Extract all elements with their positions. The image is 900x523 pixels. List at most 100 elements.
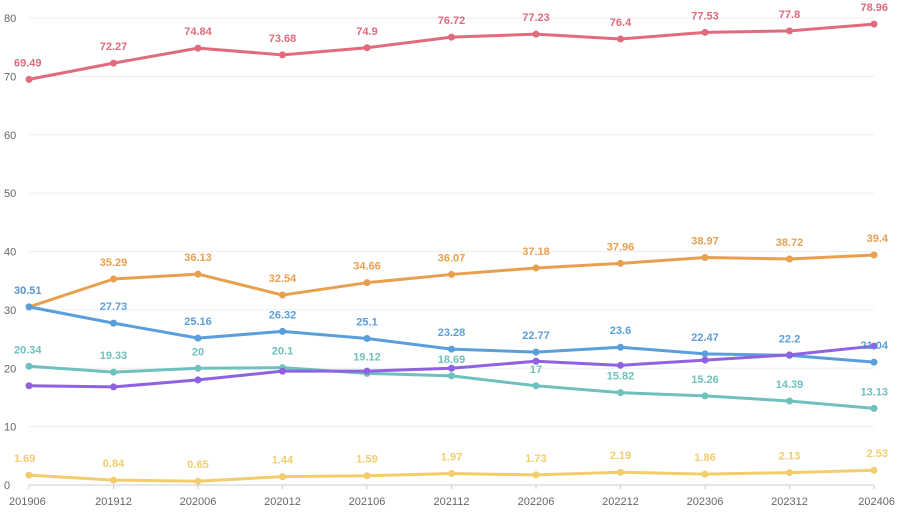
data-point (363, 334, 371, 342)
data-label: 21.04 (860, 340, 888, 352)
data-label: 36.07 (438, 252, 466, 264)
data-label: 14.39 (776, 379, 804, 391)
data-point (870, 251, 878, 259)
data-point (363, 472, 371, 480)
data-label: 23.6 (610, 325, 631, 337)
data-label: 77.53 (691, 10, 719, 22)
data-label: 20 (192, 346, 204, 358)
y-tick-label: 70 (4, 71, 16, 83)
data-label: 20.1 (272, 346, 293, 358)
x-tick-label: 201912 (95, 496, 132, 508)
data-point (448, 270, 455, 278)
y-tick-label: 30 (4, 305, 16, 317)
y-tick-label: 60 (4, 130, 16, 142)
data-label: 1.69 (14, 453, 35, 465)
data-point (617, 259, 624, 267)
data-point (532, 471, 540, 479)
data-label: 19.12 (353, 351, 381, 363)
data-point (279, 51, 286, 59)
data-point (870, 20, 878, 28)
data-point (701, 350, 709, 358)
data-point (194, 270, 202, 278)
data-label: 2.19 (610, 450, 631, 462)
data-label: 1.86 (694, 452, 715, 464)
y-tick-label: 10 (4, 422, 16, 434)
data-point (110, 476, 117, 484)
data-point (786, 469, 793, 477)
data-point (110, 368, 117, 376)
y-tick-label: 40 (4, 247, 16, 259)
data-point (701, 254, 709, 262)
series-line-1 (27, 22, 876, 81)
data-label: 2.53 (867, 448, 888, 460)
data-point (25, 303, 33, 311)
data-label: 1.97 (441, 452, 462, 464)
data-point (279, 473, 286, 481)
data-point (617, 35, 624, 43)
x-tick-label: 202106 (349, 496, 386, 508)
data-point (110, 383, 117, 391)
data-point (617, 361, 624, 369)
y-tick-label: 20 (4, 363, 16, 375)
data-point (194, 364, 202, 372)
data-point (701, 470, 709, 478)
data-labels: 69.49 72.27 74.84 73.68 74.9 76.72 77.23 76.4 77… (14, 2, 889, 471)
data-label: 19.33 (100, 350, 128, 362)
data-point (194, 477, 202, 485)
data-point (110, 319, 117, 327)
data-label: 74.9 (356, 26, 377, 38)
data-label: 25.1 (356, 316, 377, 328)
data-label: 39.4 (867, 233, 889, 245)
data-label: 76.72 (438, 15, 466, 27)
x-tick-label: 202206 (518, 496, 555, 508)
data-label: 22.77 (522, 330, 550, 342)
data-point (448, 372, 455, 380)
data-label: 38.72 (776, 237, 804, 249)
data-point (532, 348, 540, 356)
y-tick-label: 80 (4, 13, 16, 25)
data-point (617, 343, 624, 351)
data-label: 22.2 (779, 333, 800, 345)
data-label: 15.26 (691, 374, 719, 386)
data-label: 25.16 (184, 316, 212, 328)
data-label: 38.97 (691, 236, 719, 248)
data-point (448, 470, 455, 478)
data-label: 69.49 (14, 57, 42, 69)
data-label: 74.84 (184, 26, 212, 38)
data-label: 73.68 (269, 33, 297, 45)
data-label: 13.13 (860, 386, 888, 398)
data-label: 20.34 (14, 344, 42, 356)
data-label: 36.13 (184, 252, 212, 264)
data-point (279, 367, 286, 375)
data-label: 32.54 (269, 273, 297, 285)
data-point (786, 255, 793, 263)
y-tick-label: 0 (4, 480, 10, 492)
data-point (25, 75, 33, 83)
y-tick-label: 50 (4, 188, 16, 200)
data-point (110, 275, 117, 283)
x-tick-label: 202112 (434, 496, 470, 508)
x-tick-label: 202006 (180, 496, 217, 508)
data-label: 2.13 (779, 451, 800, 463)
data-point (532, 30, 540, 38)
data-point (25, 382, 33, 390)
data-point (363, 279, 371, 287)
data-point (25, 362, 33, 370)
data-point (870, 342, 878, 350)
data-point (786, 27, 793, 35)
data-point (870, 404, 878, 412)
data-label: 18.69 (438, 354, 466, 366)
data-point (786, 397, 793, 405)
data-point (617, 468, 624, 476)
data-point (786, 351, 793, 359)
data-point (617, 389, 624, 397)
data-label: 37.96 (607, 241, 635, 253)
data-label: 15.82 (607, 371, 635, 383)
axes: 0 10 20 30 40 50 60 70 80 201906 201912 202006 20201… (4, 13, 895, 508)
data-label: 0.65 (187, 459, 208, 471)
data-label: 72.27 (100, 41, 128, 53)
data-point (194, 376, 202, 384)
data-label: 26.32 (269, 309, 297, 321)
data-point (701, 392, 709, 400)
data-point (701, 28, 709, 36)
